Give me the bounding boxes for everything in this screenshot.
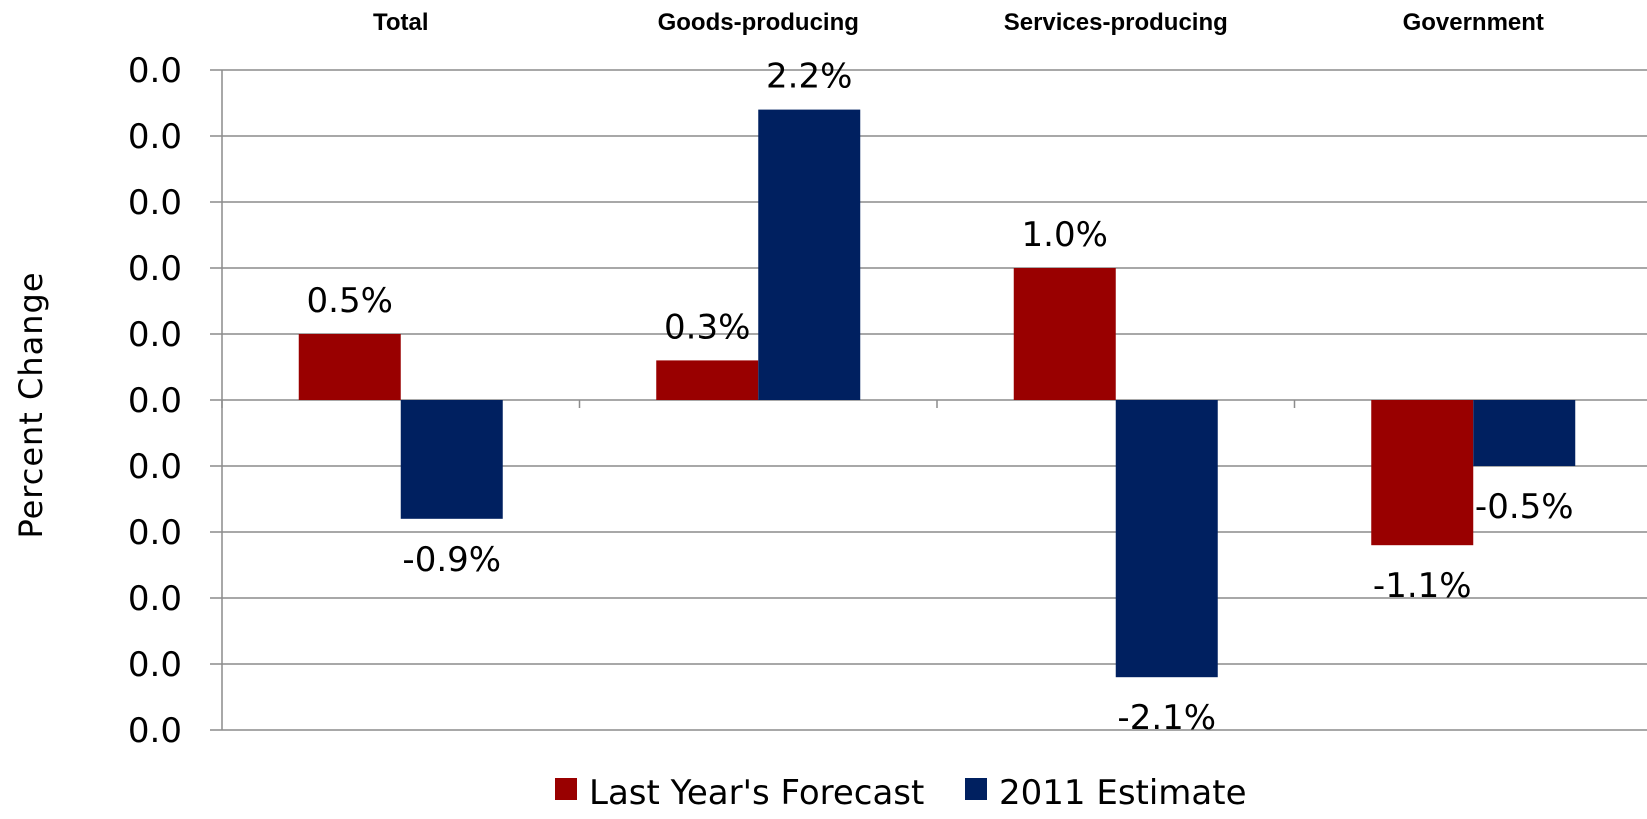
y-tick-label: 0.0 <box>128 579 182 619</box>
category-label: Services-producing <box>1004 9 1228 36</box>
data-label: -2.1% <box>1117 698 1216 738</box>
y-axis-title: Percent Change <box>12 271 50 538</box>
bar <box>1013 268 1116 400</box>
y-tick-label: 0.0 <box>128 249 182 289</box>
bar <box>758 109 861 400</box>
y-tick-label: 0.0 <box>128 183 182 223</box>
bar <box>1371 400 1474 546</box>
data-label: -0.5% <box>1475 487 1574 527</box>
y-tick-label: 0.0 <box>128 51 182 91</box>
bar <box>1473 400 1576 466</box>
y-tick-label: 0.0 <box>128 711 182 751</box>
data-label: -1.1% <box>1373 566 1472 606</box>
category-label: Goods-producing <box>658 9 859 36</box>
data-label: 2.2% <box>766 57 852 97</box>
legend-swatch <box>555 778 577 800</box>
legend-swatch <box>965 778 987 800</box>
data-label: -0.9% <box>402 540 501 580</box>
y-tick-label: 0.0 <box>128 315 182 355</box>
legend-label: 2011 Estimate <box>999 773 1247 813</box>
bar <box>298 334 401 400</box>
y-tick-label: 0.0 <box>128 381 182 421</box>
bar <box>1115 400 1218 678</box>
category-label: Government <box>1403 9 1544 36</box>
data-label: 0.3% <box>664 307 750 347</box>
y-tick-label: 0.0 <box>128 117 182 157</box>
data-label: 1.0% <box>1022 215 1108 255</box>
y-tick-label: 0.0 <box>128 447 182 487</box>
category-label: Total <box>373 9 429 36</box>
bar <box>400 400 503 519</box>
data-label: 0.5% <box>307 281 393 321</box>
bar <box>656 360 759 400</box>
legend-label: Last Year's Forecast <box>589 773 924 813</box>
y-tick-label: 0.0 <box>128 645 182 685</box>
y-tick-label: 0.0 <box>128 513 182 553</box>
